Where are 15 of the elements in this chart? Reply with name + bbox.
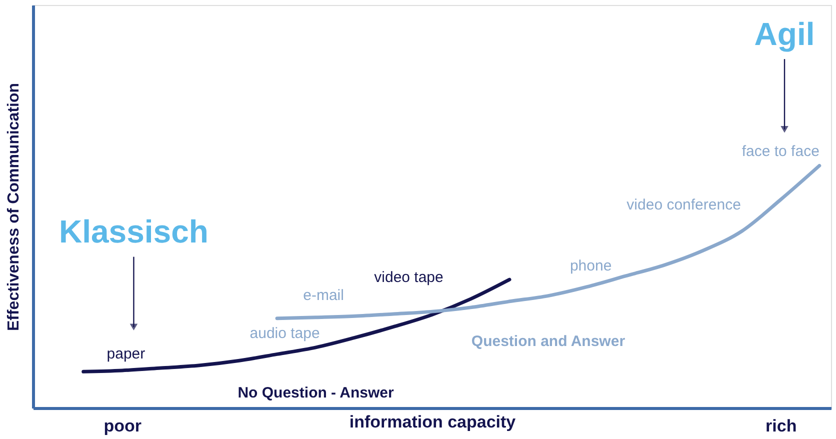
x-tick-label: poor [104, 416, 142, 436]
x-axis-title: information capacity [349, 412, 516, 432]
annotation: phone [570, 257, 612, 274]
annotation: Klassisch [59, 214, 208, 250]
text: Agil [754, 16, 815, 52]
annotation: audio tape [250, 324, 320, 342]
annotation: e-mail [303, 286, 344, 304]
series-label: No Question - Answer [238, 384, 394, 402]
y-axis-title: Effectiveness of Communication [6, 82, 22, 332]
annotation: paper [106, 346, 146, 363]
annotation: video tape [374, 269, 444, 286]
annotation: video conference [626, 196, 741, 214]
text: face to face [742, 143, 820, 160]
x-tick-label: rich [766, 416, 797, 436]
series-label: Question and Answer [471, 332, 626, 350]
